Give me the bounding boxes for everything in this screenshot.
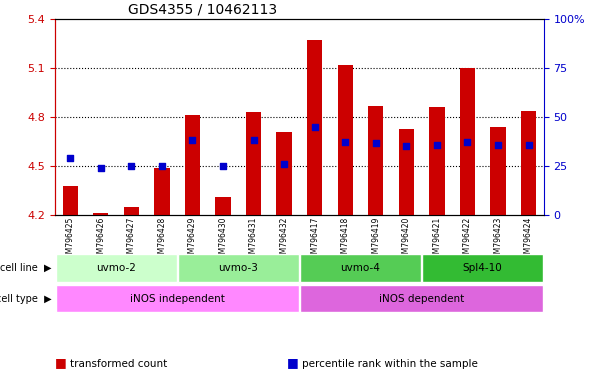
Bar <box>93 214 109 215</box>
Bar <box>307 40 323 215</box>
Point <box>96 165 106 171</box>
Bar <box>246 112 262 215</box>
Point <box>493 142 503 148</box>
Bar <box>300 285 543 313</box>
Bar <box>368 106 384 215</box>
Bar <box>429 107 444 215</box>
Point <box>310 124 320 130</box>
Text: iNOS independent: iNOS independent <box>130 293 225 304</box>
Bar <box>154 168 169 215</box>
Text: uvmo-3: uvmo-3 <box>218 263 258 273</box>
Point <box>126 163 136 169</box>
Text: ■: ■ <box>55 356 67 369</box>
Bar <box>178 254 299 282</box>
Bar <box>422 254 543 282</box>
Bar <box>300 254 421 282</box>
Point <box>340 139 350 145</box>
Text: Spl4-10: Spl4-10 <box>463 263 503 273</box>
Bar <box>62 186 78 215</box>
Point <box>371 140 381 146</box>
Bar <box>56 254 177 282</box>
Bar <box>123 207 139 215</box>
Text: GDS4355 / 10462113: GDS4355 / 10462113 <box>128 3 277 17</box>
Bar <box>398 129 414 215</box>
Point <box>249 137 258 143</box>
Bar <box>337 65 353 215</box>
Text: transformed count: transformed count <box>70 359 167 369</box>
Point <box>65 155 75 161</box>
Text: cell line  ▶: cell line ▶ <box>1 263 52 273</box>
Bar <box>56 285 299 313</box>
Point <box>218 163 228 169</box>
Point <box>463 139 472 145</box>
Point <box>524 142 533 148</box>
Point <box>432 142 442 148</box>
Point <box>188 137 197 143</box>
Bar <box>521 111 536 215</box>
Bar <box>215 197 231 215</box>
Point <box>279 161 289 167</box>
Text: uvmo-4: uvmo-4 <box>340 263 381 273</box>
Text: cell type  ▶: cell type ▶ <box>0 293 52 304</box>
Point <box>401 143 411 149</box>
Bar <box>185 116 200 215</box>
Text: uvmo-2: uvmo-2 <box>96 263 136 273</box>
Point <box>157 163 167 169</box>
Bar <box>490 127 505 215</box>
Text: percentile rank within the sample: percentile rank within the sample <box>302 359 478 369</box>
Text: iNOS dependent: iNOS dependent <box>379 293 464 304</box>
Bar <box>459 68 475 215</box>
Text: ■: ■ <box>287 356 299 369</box>
Bar <box>276 132 291 215</box>
